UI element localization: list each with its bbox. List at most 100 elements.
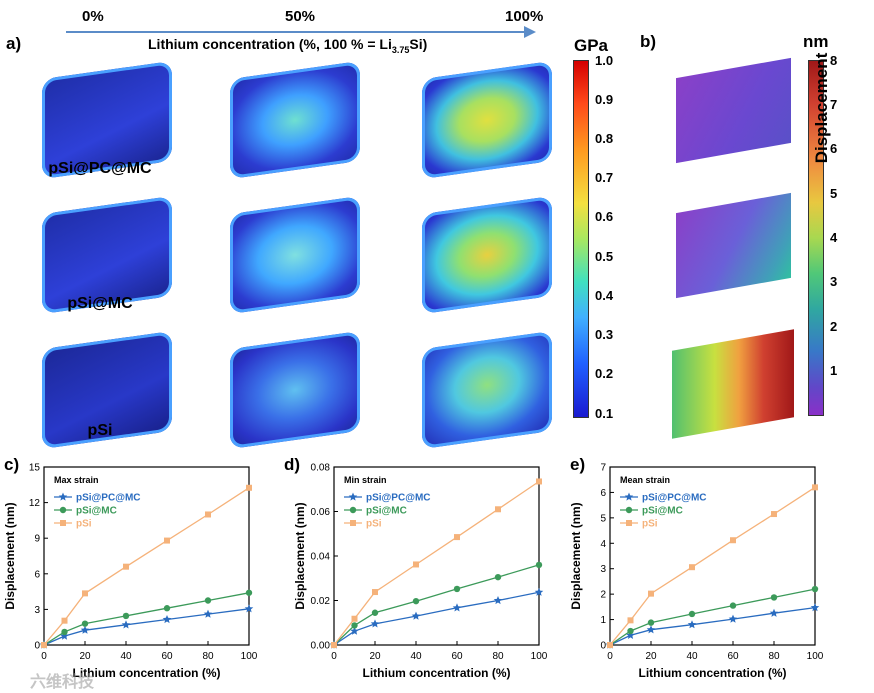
concentration-title: Lithium concentration (%, 100 % = Li3.75… xyxy=(148,36,427,55)
data-point xyxy=(534,587,544,596)
disp-sim-1 xyxy=(676,57,791,164)
panel-label-a: a) xyxy=(6,34,22,53)
x-tick-label: 40 xyxy=(686,651,698,662)
x-tick-label: 60 xyxy=(727,651,739,662)
data-point xyxy=(770,594,778,601)
sim-r2-c50 xyxy=(230,195,360,315)
x-tick-label: 20 xyxy=(79,651,91,662)
y-axis-label: Displacement (nm) xyxy=(293,502,307,609)
data-point xyxy=(646,625,656,634)
y-tick-label: 15 xyxy=(29,463,41,474)
data-point xyxy=(536,478,542,485)
concentration-sub: 3.75 xyxy=(391,44,410,55)
x-tick-label: 20 xyxy=(369,651,381,662)
disp-tick: 5 xyxy=(830,186,838,201)
legend-marker xyxy=(348,492,358,501)
legend-label: pSi xyxy=(76,519,92,530)
panel-label-e: e) xyxy=(570,455,586,474)
pct-end: 100% xyxy=(505,8,544,25)
data-point xyxy=(164,537,170,544)
x-tick-label: 80 xyxy=(492,651,504,662)
data-point xyxy=(495,506,501,513)
data-point xyxy=(60,631,69,640)
y-tick-label: 0.04 xyxy=(311,552,331,563)
data-point xyxy=(162,615,172,624)
x-tick-label: 0 xyxy=(41,651,47,662)
legend-marker xyxy=(59,506,67,514)
data-point xyxy=(163,605,171,612)
stress-tick: 0.4 xyxy=(595,288,614,303)
sim-r2-c100 xyxy=(422,195,552,315)
stress-tick: 0.1 xyxy=(595,406,614,421)
stress-tick: 0.2 xyxy=(595,366,614,381)
data-point xyxy=(61,628,68,636)
y-tick-label: 0.00 xyxy=(311,641,331,652)
concentration-arrow xyxy=(66,26,536,38)
data-point xyxy=(203,609,213,618)
data-point xyxy=(607,642,613,648)
pct-start: 0% xyxy=(82,8,104,25)
legend-label: pSi@MC xyxy=(76,506,117,517)
x-tick-label: 100 xyxy=(807,651,824,662)
chart-max-strain: 0 20 40 60 80 100 0 3 6 9 12 15 Lithium concentratio… xyxy=(3,463,258,681)
disp-sim-3 xyxy=(672,329,794,439)
data-point xyxy=(351,622,358,629)
data-point xyxy=(452,603,462,612)
panel-label-b: b) xyxy=(640,32,657,51)
disp-unit: nm xyxy=(803,32,829,51)
data-point xyxy=(493,596,503,605)
y-tick-label: 12 xyxy=(29,498,41,509)
y-tick-label: 2 xyxy=(600,590,606,601)
data-point xyxy=(771,511,777,518)
x-tick-label: 60 xyxy=(451,651,463,662)
y-tick-label: 3 xyxy=(600,564,606,575)
sim-r1-c50 xyxy=(230,60,360,180)
x-tick-label: 40 xyxy=(120,651,132,662)
x-tick-label: 100 xyxy=(241,651,258,662)
x-tick-label: 40 xyxy=(410,651,422,662)
data-point xyxy=(687,620,697,629)
x-tick-label: 20 xyxy=(645,651,657,662)
data-point xyxy=(648,590,654,597)
stress-tick: 1.0 xyxy=(595,53,614,68)
data-point xyxy=(626,630,635,639)
pct-mid: 50% xyxy=(285,8,316,25)
y-tick-label: 6 xyxy=(600,488,606,499)
row-label-1: pSi@PC@MC xyxy=(48,160,152,177)
data-point xyxy=(246,484,252,491)
stress-tick: 0.9 xyxy=(595,92,614,107)
data-point xyxy=(371,609,379,616)
data-point xyxy=(535,561,543,569)
data-point xyxy=(729,602,737,609)
disp-title: Displacement xyxy=(812,52,831,164)
stress-unit: GPa xyxy=(574,36,609,55)
legend-marker xyxy=(625,506,633,514)
data-point xyxy=(82,590,88,597)
y-axis-label: Displacement (nm) xyxy=(570,502,583,609)
data-point xyxy=(122,612,130,620)
panel-label-d: d) xyxy=(284,455,301,474)
legend-marker xyxy=(350,520,356,526)
y-tick-label: 0.06 xyxy=(311,507,331,518)
data-point xyxy=(647,619,655,626)
disp-tick: 7 xyxy=(830,97,838,112)
legend-marker xyxy=(624,492,634,501)
legend-label: pSi@PC@MC xyxy=(366,493,431,504)
y-tick-label: 1 xyxy=(600,615,606,626)
disp-tick: 3 xyxy=(830,274,838,289)
data-point xyxy=(812,484,818,491)
x-axis-label: Lithium concentration (%) xyxy=(363,666,511,680)
legend-marker xyxy=(60,520,66,526)
y-tick-label: 9 xyxy=(34,534,40,545)
data-point xyxy=(121,620,131,629)
x-axis-label: Lithium concentration (%) xyxy=(73,666,221,680)
legend-label: pSi xyxy=(642,519,658,530)
series-line xyxy=(609,588,816,646)
data-point xyxy=(331,642,337,648)
chart-title: Mean strain xyxy=(620,475,670,485)
y-tick-label: 7 xyxy=(600,463,606,474)
legend-marker xyxy=(349,506,357,514)
y-tick-label: 5 xyxy=(600,513,606,524)
plot-frame xyxy=(43,466,250,646)
x-tick-label: 80 xyxy=(202,651,214,662)
